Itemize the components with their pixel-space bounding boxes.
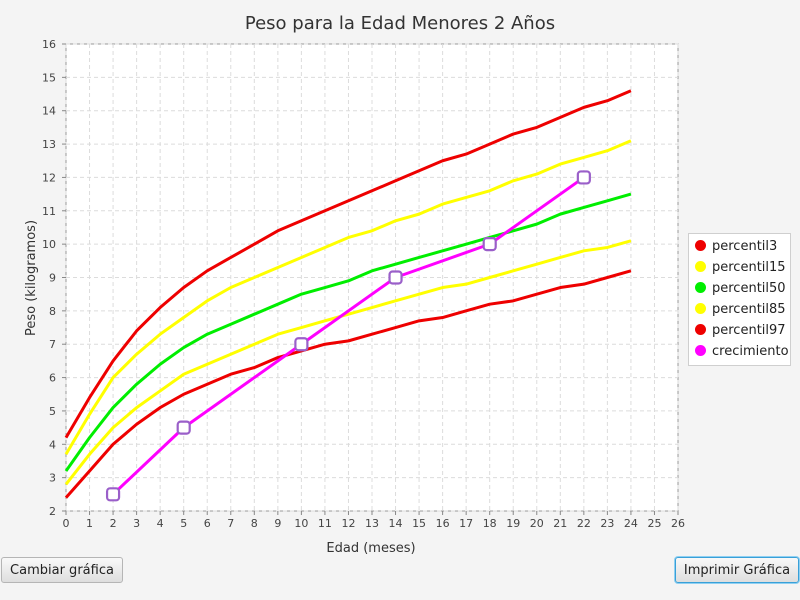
y-tick-label: 15	[42, 71, 56, 84]
legend-item-crecimiento: crecimiento	[695, 342, 789, 362]
x-tick-label: 18	[483, 517, 497, 530]
x-tick-label: 5	[180, 517, 187, 530]
series-markers	[105, 170, 591, 502]
legend-swatch	[695, 303, 706, 314]
chart-title: Peso para la Edad Menores 2 Años	[245, 13, 555, 34]
x-tick-label: 8	[251, 517, 258, 530]
legend-swatch	[695, 324, 706, 335]
y-axis-label: Peso (kilogramos)	[24, 220, 39, 336]
legend-item-percentil50: percentil50	[695, 279, 786, 299]
x-tick-label: 11	[318, 517, 332, 530]
legend-label: crecimiento	[712, 344, 789, 359]
y-tick-label: 5	[49, 405, 56, 418]
legend-label: percentil15	[712, 260, 786, 275]
y-tick-label: 2	[49, 505, 56, 518]
y-tick-label: 4	[49, 438, 56, 451]
series-line-percentil97	[64, 89, 632, 439]
x-tick-label: 1	[86, 517, 93, 530]
y-tick-label: 10	[42, 238, 56, 251]
data-point-crecimiento	[576, 170, 591, 185]
legend-label: percentil50	[712, 281, 786, 296]
legend-item-percentil85: percentil85	[695, 300, 786, 320]
x-tick-label: 21	[553, 517, 567, 530]
x-tick-label: 13	[365, 517, 379, 530]
x-tick-label: 9	[274, 517, 281, 530]
series-line-percentil3	[64, 269, 632, 499]
y-tick-label: 16	[42, 38, 56, 51]
series-lines	[64, 89, 632, 499]
legend-label: percentil85	[712, 302, 786, 317]
series-line-crecimiento	[112, 176, 585, 496]
legend-swatch	[695, 261, 706, 272]
y-tick-label: 14	[42, 105, 56, 118]
y-tick-label: 12	[42, 171, 56, 184]
x-tick-label: 10	[294, 517, 308, 530]
x-tick-label: 19	[506, 517, 520, 530]
legend-item-percentil15: percentil15	[695, 258, 786, 278]
data-point-crecimiento	[294, 337, 309, 352]
x-axis-label: Edad (meses)	[326, 541, 415, 556]
data-point-crecimiento	[176, 420, 191, 435]
axes: 0 1 2 3 4 5 6 7 8 9 10 11 12 13 14 15 16 17 18 19 20 21 22 23 24…	[42, 38, 685, 530]
x-tick-label: 22	[577, 517, 591, 530]
y-tick-label: 11	[42, 205, 56, 218]
series-line-percentil15	[64, 239, 632, 486]
legend-label: percentil97	[712, 323, 786, 338]
y-tick-label: 8	[49, 305, 56, 318]
x-tick-label: 4	[157, 517, 164, 530]
y-tick-label: 13	[42, 138, 56, 151]
x-tick-label: 3	[133, 517, 140, 530]
y-tick-label: 9	[49, 272, 56, 285]
x-tick-label: 23	[600, 517, 614, 530]
x-tick-label: 14	[389, 517, 403, 530]
legend-swatch	[695, 345, 706, 356]
chart-legend: percentil3 percentil15 percentil50 percenti…	[688, 233, 791, 366]
series-line-percentil85	[64, 139, 632, 456]
x-tick-label: 2	[110, 517, 117, 530]
data-point-crecimiento	[388, 270, 403, 285]
x-tick-label: 26	[671, 517, 685, 530]
legend-swatch	[695, 282, 706, 293]
x-tick-label: 6	[204, 517, 211, 530]
y-tick-label: 3	[49, 472, 56, 485]
x-tick-label: 24	[624, 517, 638, 530]
data-point-crecimiento	[105, 487, 121, 502]
x-tick-label: 17	[459, 517, 473, 530]
legend-item-percentil3: percentil3	[695, 237, 777, 257]
y-tick-label: 7	[49, 338, 56, 351]
x-tick-label: 20	[530, 517, 544, 530]
x-tick-label: 0	[63, 517, 70, 530]
print-chart-button[interactable]: Imprimir Gráfica	[675, 557, 799, 583]
x-tick-label: 16	[436, 517, 450, 530]
y-tick-label: 6	[49, 372, 56, 385]
legend-swatch	[695, 240, 706, 251]
x-tick-label: 25	[647, 517, 661, 530]
legend-item-percentil97: percentil97	[695, 321, 786, 341]
x-tick-label: 15	[412, 517, 426, 530]
series-line-percentil50	[64, 192, 632, 472]
change-chart-button[interactable]: Cambiar gráfica	[1, 557, 123, 583]
x-tick-label: 7	[227, 517, 234, 530]
data-point-crecimiento	[482, 237, 497, 252]
legend-label: percentil3	[712, 239, 778, 254]
x-tick-label: 12	[341, 517, 355, 530]
